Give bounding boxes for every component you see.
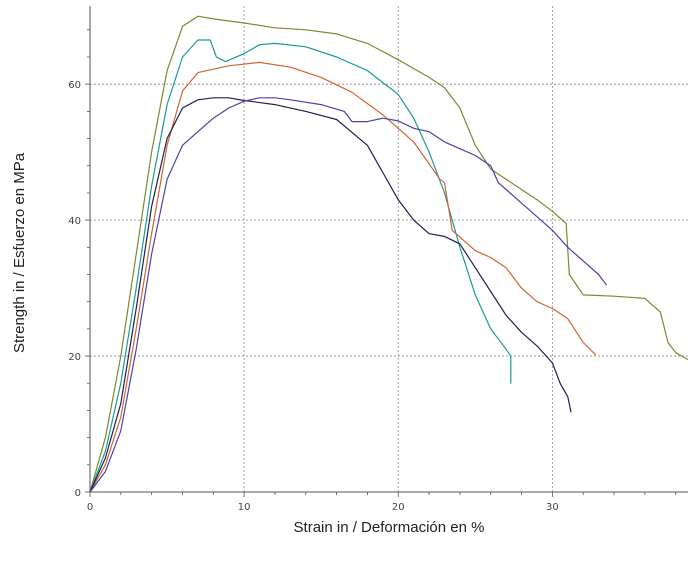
series-line-4: [89, 97, 572, 493]
y-tick-label-0: 0: [75, 488, 81, 499]
y-tick-label-40: 40: [68, 216, 81, 227]
x-tick-label-10: 10: [238, 502, 251, 513]
series-group: [89, 15, 688, 493]
series-line-2: [89, 39, 512, 493]
x-tick-label-30: 30: [546, 502, 559, 513]
tick-labels: 0 10 20 30 0 20 40 60: [68, 80, 558, 513]
series-line-5: [89, 97, 607, 493]
y-tick-label-20: 20: [68, 352, 81, 363]
x-tick-label-0: 0: [87, 502, 93, 513]
grid: [90, 6, 688, 492]
series-line-1: [89, 15, 688, 493]
x-axis-label: Strain in / Deformación en %: [294, 519, 485, 536]
y-axis-label: Strength in / Esfuerzo en MPa: [11, 152, 28, 353]
y-tick-label-60: 60: [68, 80, 81, 91]
axes: [85, 6, 688, 497]
x-tick-label-20: 20: [392, 502, 405, 513]
series-line-3: [89, 61, 597, 493]
